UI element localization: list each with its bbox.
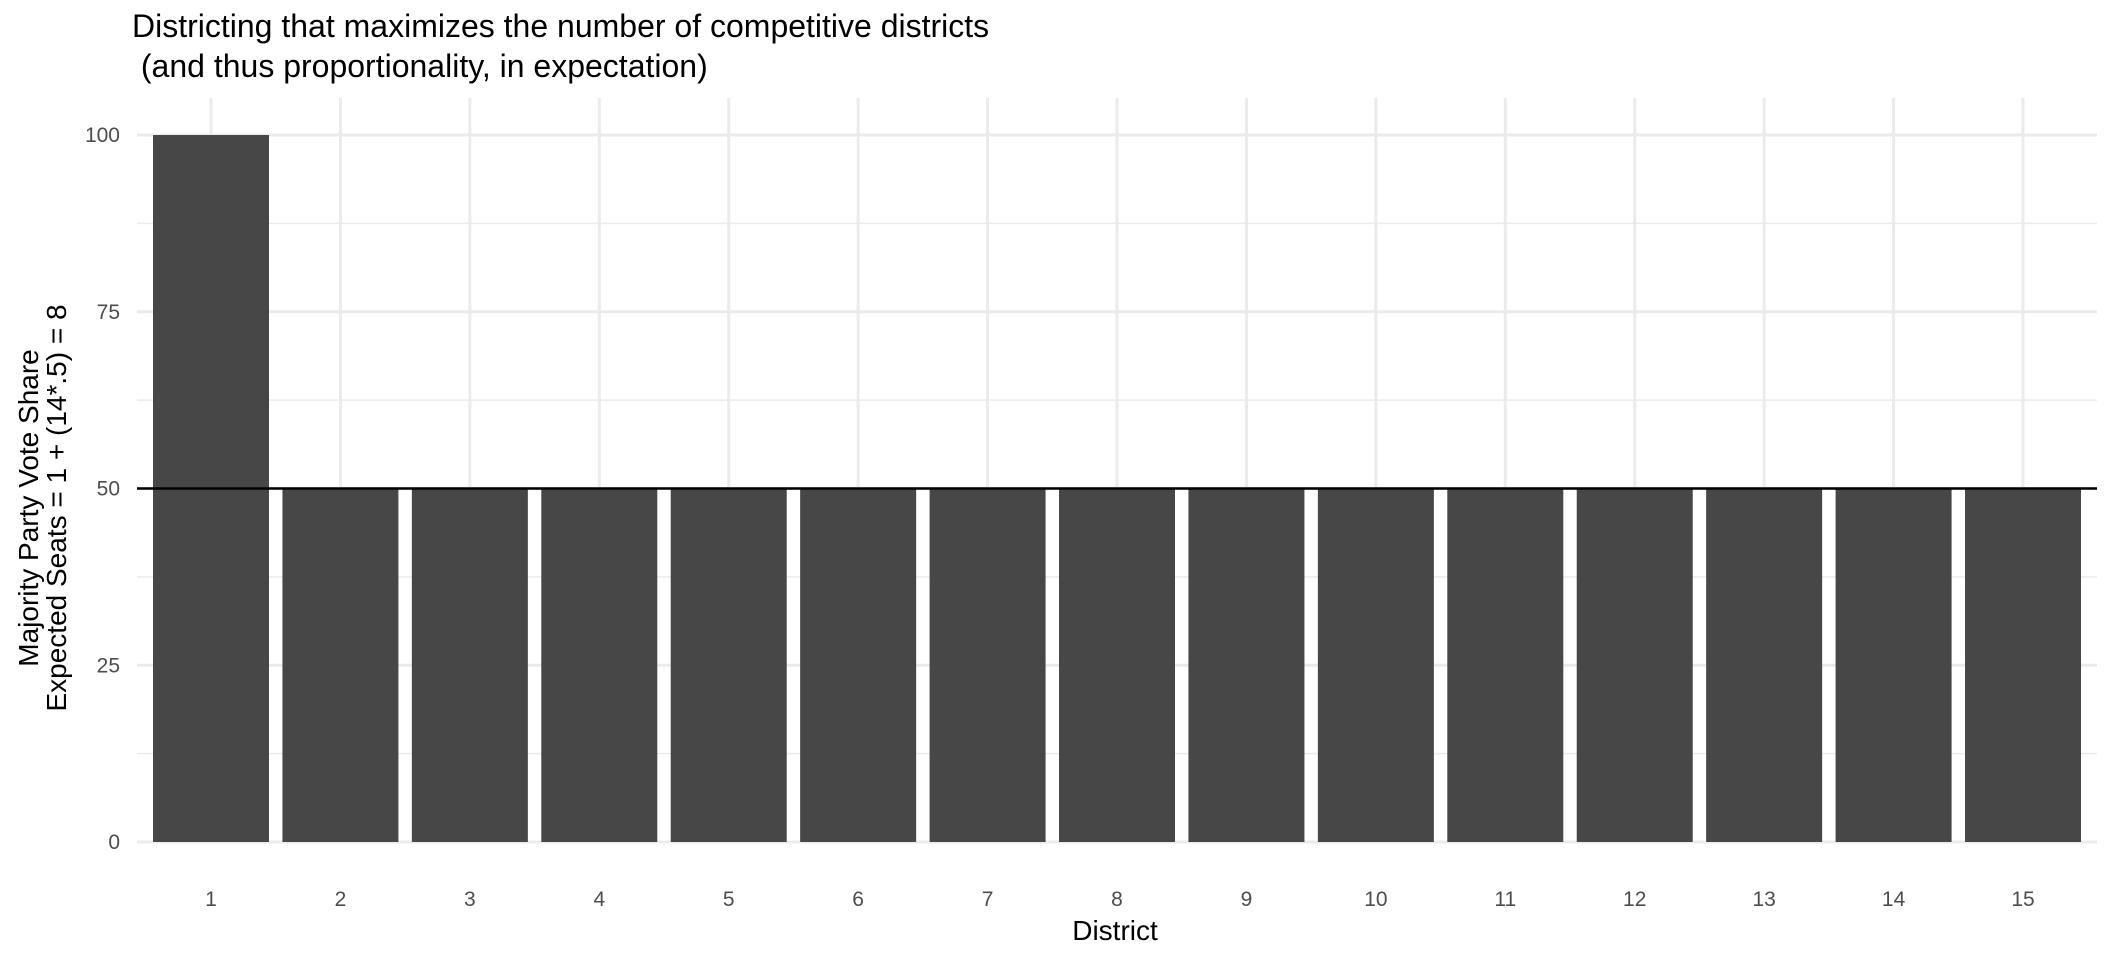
bar-district-12 xyxy=(1576,488,1693,842)
bar-district-14 xyxy=(1835,488,1952,842)
bar-district-4 xyxy=(541,488,658,842)
x-tick-label: 8 xyxy=(1111,888,1123,911)
x-tick-label: 13 xyxy=(1752,888,1775,911)
y-tick-label: 100 xyxy=(85,124,120,147)
x-tick-label: 9 xyxy=(1241,888,1253,911)
x-tick-label: 14 xyxy=(1882,888,1906,911)
x-tick-label: 11 xyxy=(1494,888,1516,911)
bar-district-9 xyxy=(1188,488,1305,842)
chart-title-line-2: (and thus proportionality, in expectatio… xyxy=(132,48,708,84)
x-tick-label: 15 xyxy=(2011,888,2034,911)
bar-district-11 xyxy=(1447,488,1564,842)
bar-district-7 xyxy=(929,488,1046,842)
x-tick-label: 1 xyxy=(205,888,217,911)
bar-district-13 xyxy=(1706,488,1823,842)
y-tick-label: 75 xyxy=(97,301,120,324)
bar-district-6 xyxy=(800,488,917,842)
y-tick-label: 25 xyxy=(97,654,120,677)
y-axis-title-line-1: Majority Party Vote Share xyxy=(13,349,44,666)
bar-district-2 xyxy=(282,488,399,842)
bar-district-5 xyxy=(670,488,787,842)
chart-title-line-1: Districting that maximizes the number of… xyxy=(132,8,990,44)
bar-district-3 xyxy=(411,488,528,842)
bar-district-10 xyxy=(1317,488,1434,842)
y-tick-label: 50 xyxy=(97,478,120,501)
x-tick-label: 3 xyxy=(464,888,476,911)
bars-layer xyxy=(153,135,2082,842)
x-tick-label: 10 xyxy=(1364,888,1387,911)
x-tick-label: 7 xyxy=(982,888,994,911)
y-axis-title-line-2: Expected Seats = 1 + (14*.5) = 8 xyxy=(41,304,72,711)
x-axis-title: District xyxy=(1072,915,1158,946)
x-tick-label: 12 xyxy=(1623,888,1646,911)
x-tick-label: 2 xyxy=(335,888,347,911)
x-tick-label: 6 xyxy=(852,888,864,911)
bar-district-15 xyxy=(1965,488,2082,842)
y-tick-label: 0 xyxy=(108,831,120,854)
x-tick-label: 5 xyxy=(723,888,735,911)
x-tick-label: 4 xyxy=(593,888,605,911)
bar-district-8 xyxy=(1059,488,1176,842)
